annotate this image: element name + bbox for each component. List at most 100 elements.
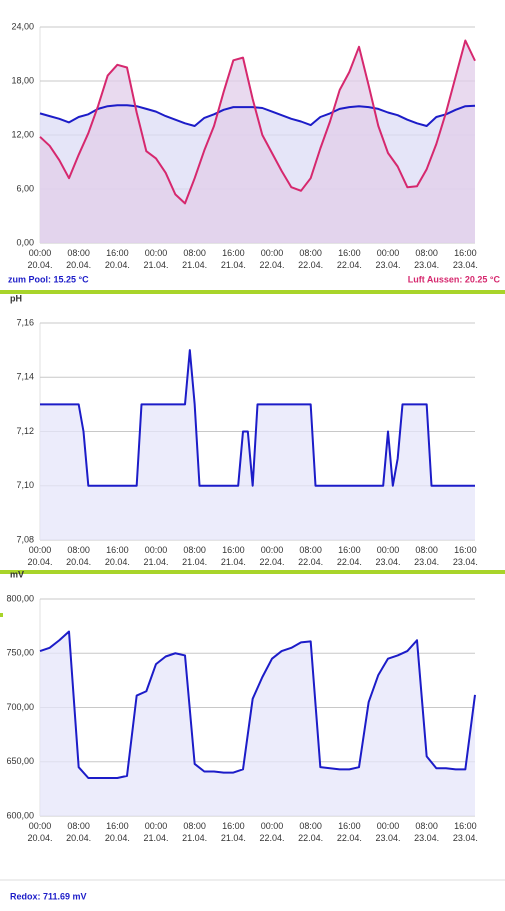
x-tick-label: 16:00 23.04. [453, 821, 478, 843]
series-area [40, 350, 475, 540]
x-tick-label: 08:00 23.04. [414, 248, 439, 270]
x-tick-label: 00:00 21.04. [143, 821, 168, 843]
x-tick-line: 16:00 [338, 248, 361, 258]
x-tick-label: 16:00 22.04. [337, 248, 362, 270]
x-tick-label: 16:00 20.04. [105, 821, 130, 843]
separator [0, 290, 505, 294]
x-tick-line: 08:00 [415, 821, 438, 831]
legend-entry: Redox: 711.69 mV [10, 891, 87, 901]
x-tick-label: 16:00 21.04. [221, 821, 246, 843]
x-tick-label: 16:00 20.04. [105, 248, 130, 270]
x-tick-line: 22.04. [337, 260, 362, 270]
x-tick-line: 20.04. [66, 833, 91, 843]
x-tick-label: 00:00 22.04. [259, 248, 284, 270]
x-tick-line: 21.04. [221, 260, 246, 270]
x-tick-label: 08:00 20.04. [66, 821, 91, 843]
x-tick-line: 20.04. [66, 557, 91, 567]
x-tick-line: 08:00 [183, 545, 206, 555]
x-tick-line: 00:00 [377, 545, 400, 555]
y-axis-label: mV [10, 569, 24, 579]
y-tick-label: 18,00 [11, 75, 34, 85]
x-tick-line: 20.04. [66, 260, 91, 270]
x-tick-line: 22.04. [259, 260, 284, 270]
x-tick-line: 00:00 [377, 248, 400, 258]
x-tick-line: 22.04. [337, 557, 362, 567]
x-tick-label: 00:00 23.04. [375, 545, 400, 567]
x-tick-label: 08:00 21.04. [182, 248, 207, 270]
x-tick-label: 00:00 20.04. [27, 248, 52, 270]
x-tick-line: 23.04. [414, 833, 439, 843]
x-tick-line: 23.04. [414, 557, 439, 567]
x-tick-label: 16:00 23.04. [453, 248, 478, 270]
x-tick-line: 21.04. [182, 833, 207, 843]
x-tick-line: 16:00 [222, 545, 245, 555]
x-tick-line: 23.04. [453, 557, 478, 567]
y-tick-label: 0,00 [16, 237, 34, 247]
x-tick-line: 22.04. [298, 833, 323, 843]
y-tick-label: 800,00 [6, 593, 34, 603]
series-line [39, 104, 476, 127]
y-tick-label: 6,00 [16, 183, 34, 193]
y-tick-label: 7,08 [16, 534, 34, 544]
x-tick-line: 20.04. [105, 557, 130, 567]
y-tick-label: 7,16 [16, 317, 34, 327]
x-tick-label: 08:00 22.04. [298, 545, 323, 567]
x-tick-line: 08:00 [183, 821, 206, 831]
x-tick-label: 16:00 20.04. [105, 545, 130, 567]
x-tick-line: 23.04. [414, 260, 439, 270]
x-tick-line: 16:00 [106, 545, 129, 555]
x-tick-line: 16:00 [106, 248, 129, 258]
series-line [40, 349, 475, 487]
y-tick-label: 7,12 [16, 426, 34, 436]
x-tick-label: 16:00 21.04. [221, 545, 246, 567]
x-tick-line: 23.04. [453, 260, 478, 270]
series-area [40, 40, 475, 243]
x-tick-label: 08:00 20.04. [66, 545, 91, 567]
x-tick-line: 08:00 [67, 821, 90, 831]
x-tick-line: 16:00 [454, 821, 477, 831]
x-tick-line: 23.04. [375, 557, 400, 567]
x-tick-label: 16:00 22.04. [337, 821, 362, 843]
x-tick-line: 08:00 [67, 248, 90, 258]
x-tick-label: 00:00 22.04. [259, 545, 284, 567]
legend-entry: zum Pool: 15.25 °C [8, 274, 89, 284]
x-tick-line: 16:00 [222, 248, 245, 258]
x-tick-line: 21.04. [143, 833, 168, 843]
x-tick-line: 00:00 [261, 821, 284, 831]
series-line [39, 630, 476, 780]
y-tick-label: 750,00 [6, 648, 34, 658]
legend-entry: Luft Aussen: 20.25 °C [408, 274, 501, 284]
x-tick-line: 21.04. [143, 260, 168, 270]
x-tick-label: 08:00 21.04. [182, 545, 207, 567]
x-tick-line: 20.04. [105, 260, 130, 270]
series-line [39, 39, 476, 205]
x-tick-line: 00:00 [145, 821, 168, 831]
y-tick-label: 7,10 [16, 480, 34, 490]
x-tick-label: 00:00 20.04. [27, 545, 52, 567]
x-tick-line: 22.04. [298, 557, 323, 567]
x-tick-label: 16:00 21.04. [221, 248, 246, 270]
x-tick-label: 00:00 20.04. [27, 821, 52, 843]
x-tick-line: 00:00 [261, 545, 284, 555]
x-tick-label: 08:00 23.04. [414, 545, 439, 567]
x-tick-line: 23.04. [453, 833, 478, 843]
separator [0, 570, 505, 574]
x-tick-line: 23.04. [375, 260, 400, 270]
y-tick-label: 700,00 [6, 702, 34, 712]
x-tick-line: 20.04. [27, 557, 52, 567]
x-tick-label: 00:00 23.04. [375, 821, 400, 843]
y-tick-label: 24,00 [11, 21, 34, 31]
x-tick-line: 16:00 [454, 248, 477, 258]
x-tick-line: 21.04. [221, 833, 246, 843]
x-tick-line: 16:00 [338, 821, 361, 831]
x-tick-line: 08:00 [415, 248, 438, 258]
x-tick-line: 21.04. [182, 557, 207, 567]
x-tick-line: 00:00 [29, 248, 52, 258]
x-tick-label: 08:00 20.04. [66, 248, 91, 270]
x-tick-line: 00:00 [29, 545, 52, 555]
x-tick-label: 00:00 21.04. [143, 248, 168, 270]
x-tick-line: 08:00 [299, 821, 322, 831]
x-tick-line: 00:00 [377, 821, 400, 831]
y-axis-label: pH [10, 293, 22, 303]
